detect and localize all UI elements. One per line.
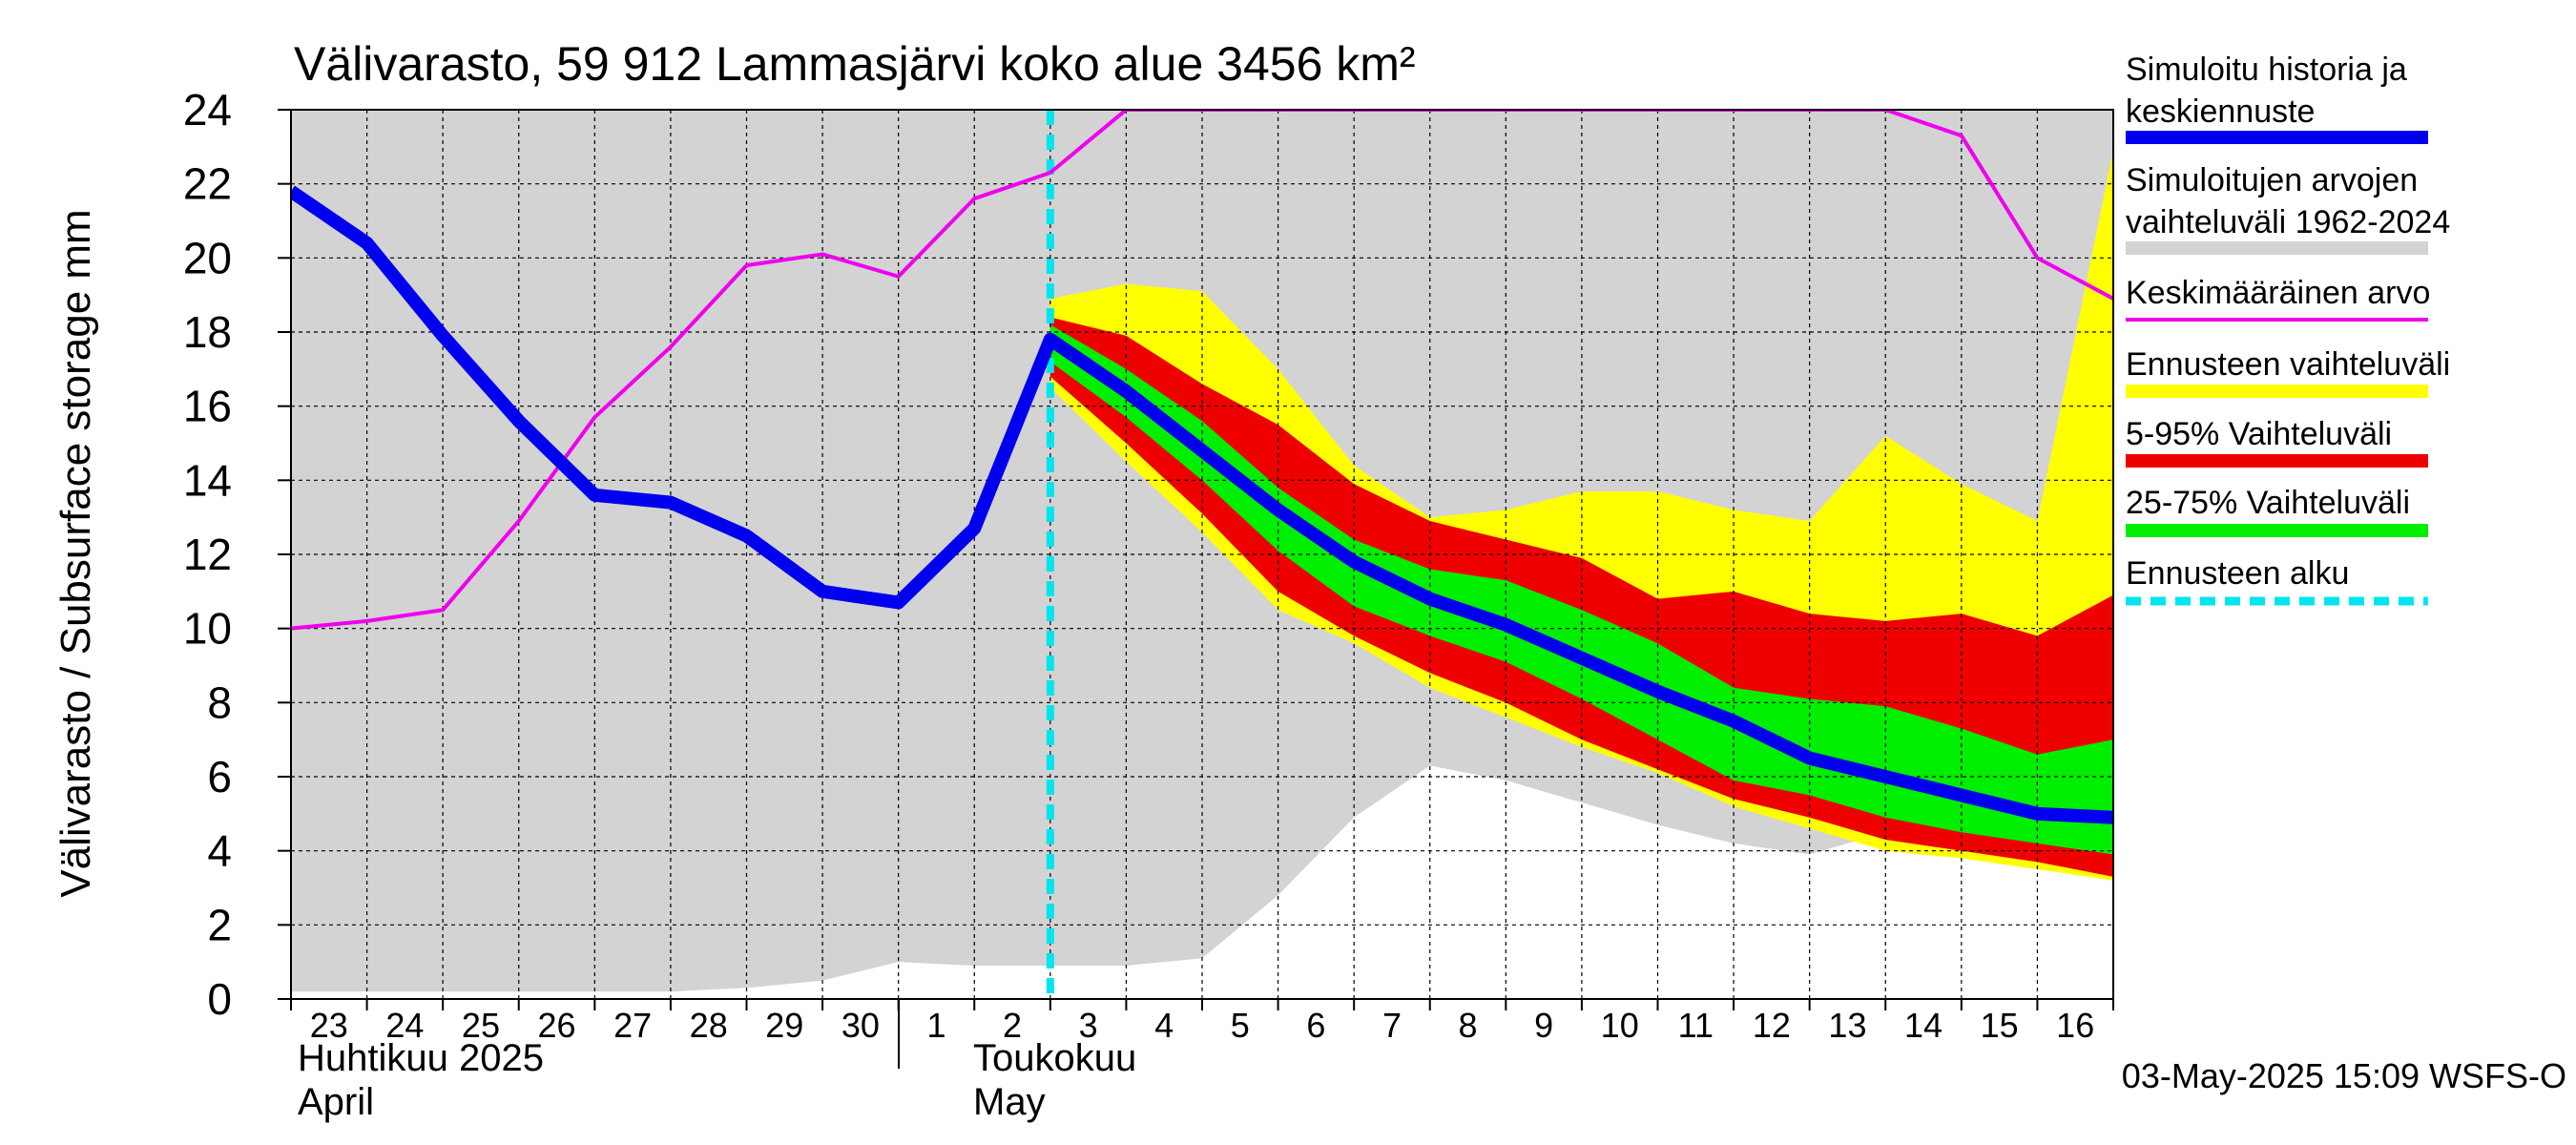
legend-label-simulated-1: Simuloitu historia ja — [2126, 52, 2407, 88]
x-tick-label: 1 — [926, 1006, 945, 1045]
x-tick-label: 5 — [1231, 1006, 1250, 1045]
y-tick-label: 4 — [207, 826, 232, 876]
x-tick-label: 7 — [1382, 1006, 1402, 1045]
x-tick-label: 11 — [1678, 1006, 1714, 1045]
x-tick-label: 28 — [690, 1006, 728, 1045]
x-tick-label: 8 — [1459, 1006, 1478, 1045]
x-axis: 23 24 25 26 27 28 29 30 1 2 3 4 5 6 7 8 9 10 11 12 13 14 15 16 — [290, 999, 2114, 1045]
y-tick-label: 18 — [183, 307, 232, 357]
legend-label-simulated-2: keskiennuste — [2126, 94, 2315, 130]
x-tick-label: 6 — [1306, 1006, 1325, 1045]
x-tick-label: 29 — [765, 1006, 803, 1045]
x-tick-label: 16 — [2056, 1006, 2094, 1045]
month-labels: Huhtikuu 2025 April Toukokuu May — [298, 999, 1136, 1123]
legend-label-forecast-start: Ennusteen alku — [2126, 555, 2349, 592]
x-tick-label: 27 — [613, 1006, 652, 1045]
y-tick-label: 0 — [207, 974, 232, 1024]
y-tick-label: 24 — [183, 85, 232, 135]
y-tick-label: 6 — [207, 752, 232, 802]
y-tick-label: 20 — [183, 233, 232, 282]
legend-label-forecast-range: Ennusteen vaihteluväli — [2126, 346, 2450, 383]
legend-label-mean: Keskimääräinen arvo — [2126, 275, 2430, 311]
x-tick-label: 2 — [1003, 1006, 1022, 1045]
y-tick-label: 12 — [183, 530, 232, 579]
month-label-april-en: April — [298, 1081, 374, 1123]
y-tick-label: 8 — [207, 677, 232, 727]
chart-title: Välivarasto, 59 912 Lammasjärvi koko alu… — [294, 37, 1416, 91]
legend-label-p5-95: 5-95% Vaihteluväli — [2126, 416, 2392, 452]
legend-label-history-range-1: Simuloitujen arvojen — [2126, 162, 2418, 198]
x-tick-label: 3 — [1079, 1006, 1098, 1045]
x-tick-label: 10 — [1601, 1006, 1639, 1045]
x-tick-label: 25 — [462, 1006, 500, 1045]
month-label-may-fi: Toukokuu — [973, 1037, 1136, 1079]
mean-line — [291, 110, 2113, 631]
legend-label-history-range-2: vaihteluväli 1962-2024 — [2126, 204, 2450, 240]
y-tick-label: 14 — [183, 455, 232, 505]
month-label-may-en: May — [973, 1081, 1046, 1123]
plot-area — [290, 109, 2114, 1000]
y-tick-label: 2 — [207, 900, 232, 949]
x-tick-label: 14 — [1904, 1006, 1942, 1045]
x-tick-label: 26 — [538, 1006, 576, 1045]
x-tick-label: 13 — [1828, 1006, 1866, 1045]
x-tick-label: 23 — [310, 1006, 348, 1045]
y-axis-label: Välivarasto / Subsurface storage mm — [52, 209, 99, 897]
x-tick-label: 12 — [1753, 1006, 1791, 1045]
legend-label-p25-75: 25-75% Vaihteluväli — [2126, 485, 2410, 521]
y-tick-label: 22 — [183, 159, 232, 209]
p25-75-band — [1049, 324, 2113, 855]
y-tick-label: 16 — [183, 382, 232, 431]
month-label-april-fi: Huhtikuu 2025 — [298, 1037, 544, 1079]
x-tick-label: 15 — [1981, 1006, 2019, 1045]
x-tick-label: 4 — [1154, 1006, 1174, 1045]
x-tick-label: 30 — [841, 1006, 880, 1045]
x-tick-label: 9 — [1534, 1006, 1553, 1045]
x-tick-label: 24 — [385, 1006, 424, 1045]
simulated-line — [291, 185, 2113, 824]
y-tick-label: 10 — [183, 604, 232, 654]
timestamp: 03-May-2025 15:09 WSFS-O — [2122, 1056, 2566, 1095]
legend: Simuloitu historia ja keskiennuste Simul… — [2126, 52, 2450, 606]
